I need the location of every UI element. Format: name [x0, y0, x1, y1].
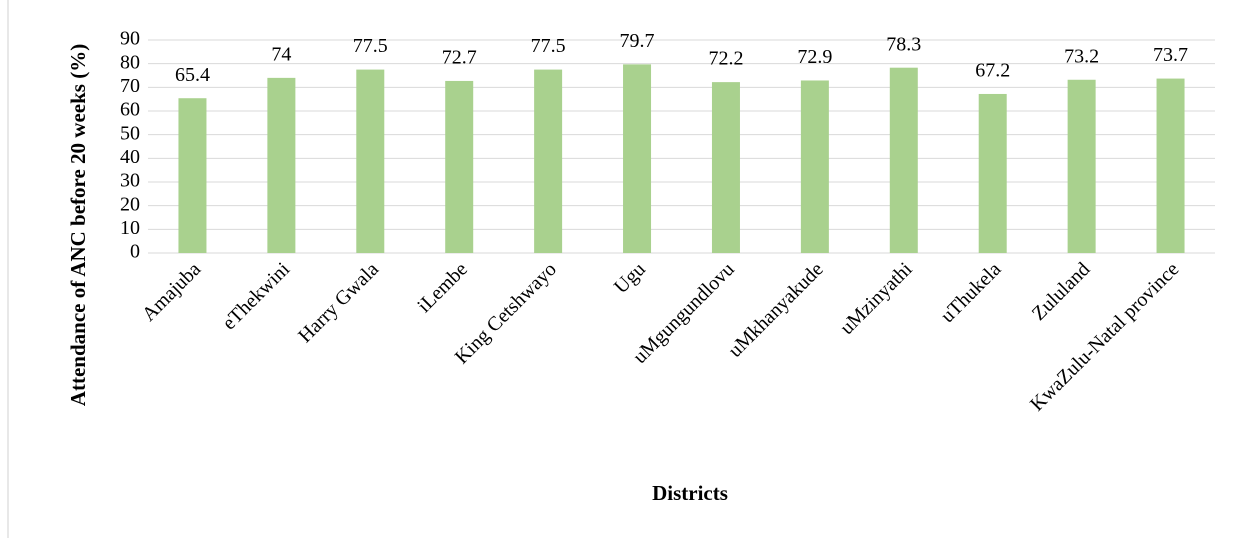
x-tick-label: uMkhanyakude [724, 258, 828, 362]
data-label: 79.7 [620, 30, 655, 52]
bar [534, 69, 563, 253]
bar [978, 93, 1007, 254]
x-tick-label: Amajuba [138, 258, 205, 325]
x-tick-label: eThekwini [218, 258, 294, 334]
bar [711, 82, 740, 253]
data-label: 77.5 [531, 35, 566, 57]
x-tick-label: uMzinyathi [836, 258, 917, 339]
y-tick-label: 30 [120, 170, 140, 192]
x-tick-label: Ugu [610, 258, 650, 298]
y-tick-label: 80 [120, 51, 140, 73]
y-tick-label: 50 [120, 122, 140, 144]
bar [1067, 79, 1096, 253]
x-tick-label: iLembe [413, 258, 472, 317]
bar [178, 98, 207, 253]
y-tick-label: 20 [120, 193, 140, 215]
data-label: 73.2 [1064, 45, 1099, 67]
y-tick-label: 10 [120, 217, 140, 239]
data-label: 77.5 [353, 35, 388, 57]
data-label: 72.2 [708, 48, 743, 70]
x-tick-label: Zululand [1028, 258, 1095, 325]
bar [623, 64, 652, 253]
y-axis-title: Attendance of ANC before 20 weeks (%) [66, 44, 90, 406]
data-label: 73.7 [1153, 44, 1188, 66]
data-label: 65.4 [175, 64, 210, 86]
y-tick-label: 0 [130, 241, 140, 263]
data-label: 67.2 [975, 60, 1010, 82]
y-tick-label: 40 [120, 146, 140, 168]
y-tick-label: 90 [120, 28, 140, 50]
bar [445, 80, 474, 254]
x-tick-label: uThukela [937, 258, 1006, 327]
x-tick-label: KwaZulu-Natal province [1026, 258, 1183, 415]
y-tick-label: 60 [120, 99, 140, 121]
bar [267, 77, 296, 253]
data-label: 78.3 [886, 33, 921, 55]
x-tick-label: Harry Gwala [294, 258, 383, 347]
bar [889, 67, 918, 253]
data-label: 72.9 [797, 46, 832, 68]
data-label: 72.7 [442, 47, 477, 69]
bar [800, 80, 829, 253]
data-label: 74 [271, 43, 291, 65]
bar [356, 69, 385, 253]
bar [1156, 78, 1185, 254]
y-tick-label: 70 [120, 75, 140, 97]
x-axis-title: Districts [652, 481, 728, 505]
